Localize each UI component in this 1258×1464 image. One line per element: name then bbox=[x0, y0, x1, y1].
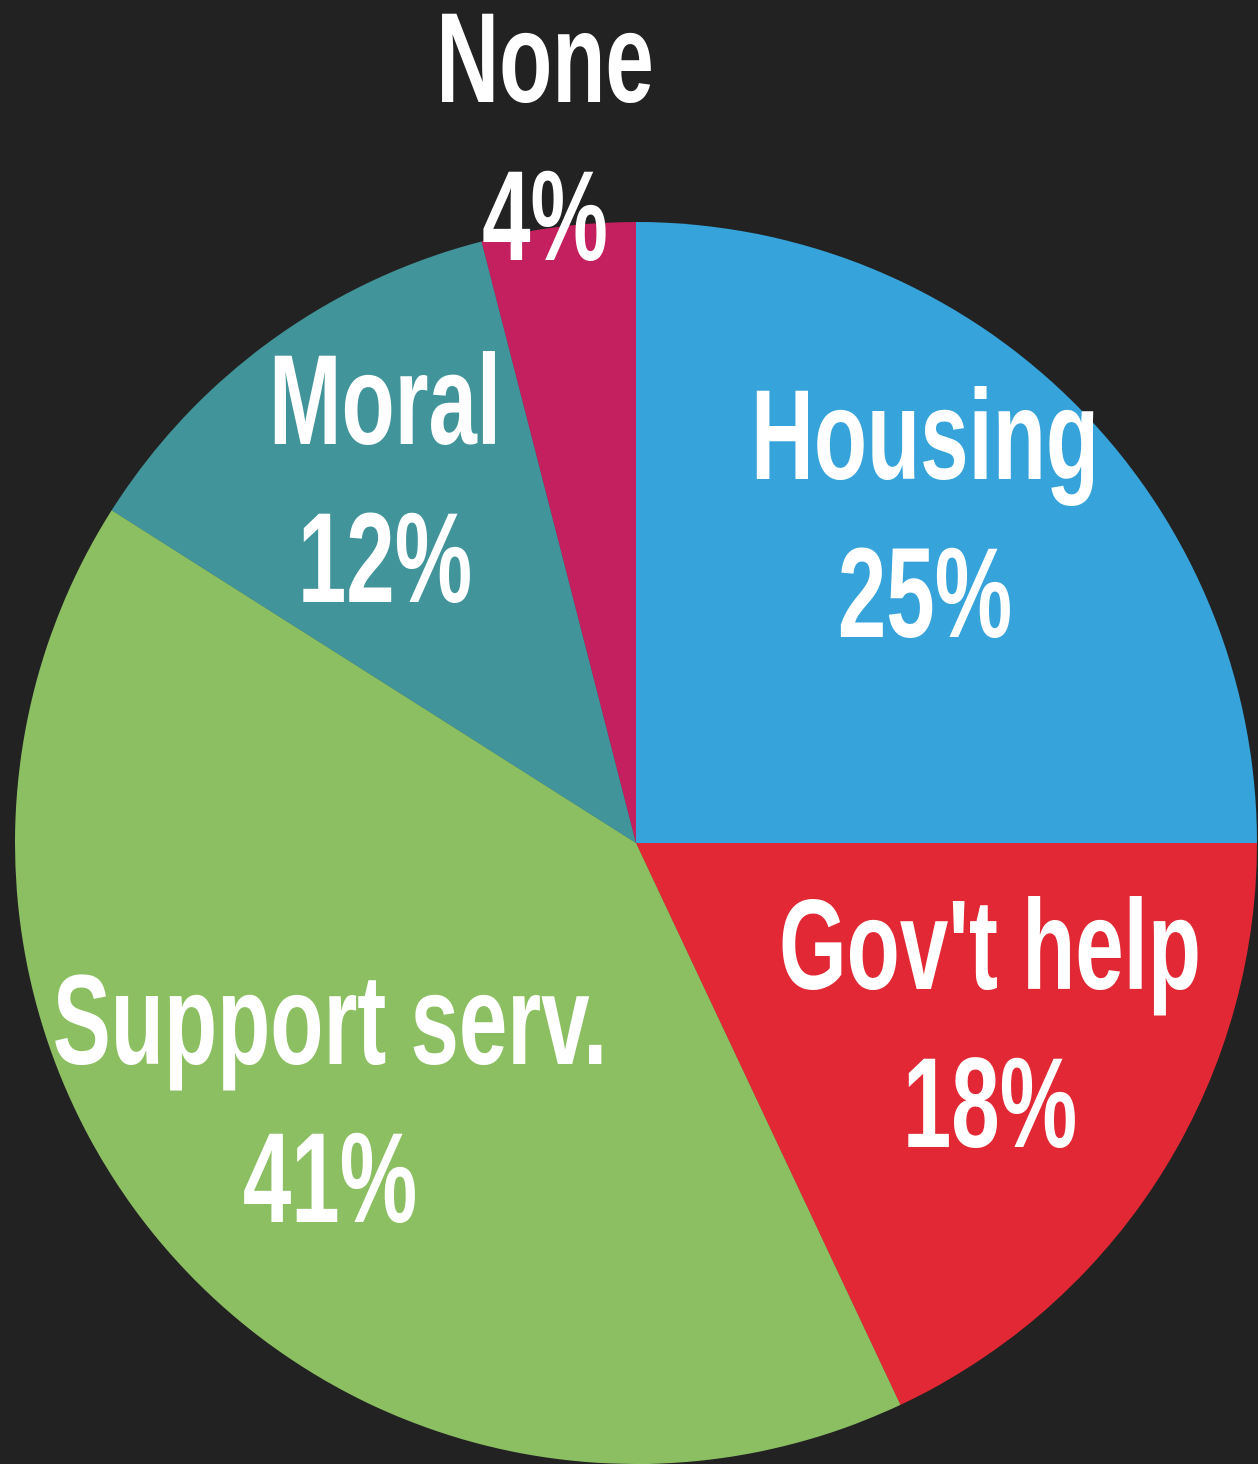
pie-slice bbox=[111, 241, 636, 843]
value-label: 25% bbox=[838, 522, 1012, 665]
slice-label: Gov't help bbox=[779, 874, 1201, 1017]
pie-slice bbox=[636, 222, 1257, 843]
slice-label: Housing bbox=[751, 364, 1099, 507]
slice-label: Support serv. bbox=[53, 949, 608, 1092]
pie-slice bbox=[481, 222, 636, 843]
slice-label: None bbox=[436, 0, 654, 130]
pie-slice bbox=[636, 843, 1257, 1405]
value-label: 4% bbox=[482, 145, 608, 288]
pie-slice bbox=[15, 510, 901, 1464]
value-label: 18% bbox=[903, 1032, 1077, 1175]
value-label: 12% bbox=[298, 487, 472, 630]
slice-label: Moral bbox=[269, 329, 501, 472]
value-label: 41% bbox=[243, 1107, 417, 1250]
